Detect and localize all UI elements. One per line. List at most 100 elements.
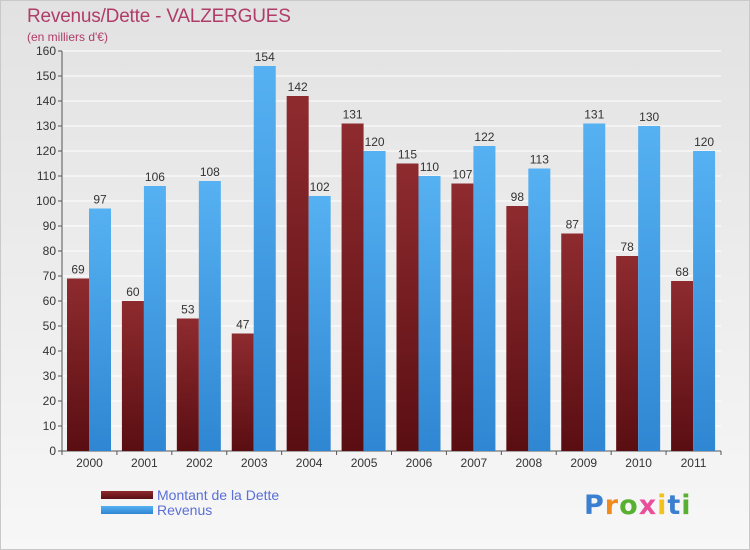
data-labels: 69 60 53 47 142 131 115 107 98 87 78 68 97 106 108 154 1… [71,50,714,332]
bar-dette [616,256,639,451]
data-label: 87 [566,218,580,232]
data-label: 130 [639,110,659,124]
x-tick-label: 2008 [515,456,542,470]
y-tick-label: 40 [43,344,57,358]
x-tick-label: 2005 [351,456,378,470]
x-tick-label: 2006 [406,456,433,470]
bar-revenus [693,151,716,451]
bar-revenus [198,181,221,451]
proxiti-logo: Proxiti [584,490,692,521]
bar-dette [671,281,694,451]
data-label: 68 [675,265,689,279]
y-tick-label: 10 [43,419,57,433]
y-tick-label: 90 [43,219,57,233]
data-label: 47 [236,318,250,332]
data-label: 102 [310,180,330,194]
y-tick-label: 100 [36,194,56,208]
bar-revenus [308,196,331,451]
y-tick-label: 150 [36,69,56,83]
y-tick-label: 0 [49,444,56,458]
y-tick-label: 80 [43,244,57,258]
y-tick-label: 20 [43,394,57,408]
grid-lines [62,50,721,427]
data-label: 107 [452,168,472,182]
bar-dette [231,333,254,451]
data-label: 78 [620,240,634,254]
data-label: 120 [365,135,385,149]
data-label: 122 [474,130,494,144]
bar-dette [506,206,529,451]
data-label: 60 [126,285,140,299]
y-tick-label: 120 [36,144,56,158]
x-tick-label: 2004 [296,456,323,470]
bar-revenus [583,123,606,451]
data-label: 108 [200,165,220,179]
axes: 0 10 20 30 40 50 60 70 80 90 100 110 120 130 140 150 160… [36,44,722,470]
legend-label-dette: Montant de la Dette [157,486,280,503]
bar-revenus [143,186,166,451]
y-tick-label: 60 [43,294,57,308]
bar-revenus [473,146,496,451]
y-tick-label: 110 [37,169,56,183]
x-tick-label: 2010 [625,456,652,470]
x-tick-label: 2007 [461,456,488,470]
bar-dette [67,278,89,451]
data-label: 120 [694,135,714,149]
legend: Montant de la Dette Revenus [101,486,280,518]
x-tick-label: 2002 [186,456,213,470]
bar-revenus [253,66,276,451]
data-label: 115 [398,148,417,162]
logo-letter: i [681,490,692,521]
logo-letter: t [667,490,682,521]
data-label: 69 [71,263,85,277]
data-label: 98 [511,190,525,204]
bar-revenus [528,168,551,451]
legend-swatch-dette [101,490,153,499]
x-tick-label: 2003 [241,456,268,470]
logo-letter: P [584,490,605,521]
data-label: 106 [145,170,165,184]
bar-dette [121,301,144,451]
logo-letter: r [604,490,620,521]
legend-item-dette: Montant de la Dette [101,486,280,503]
y-tick-label: 130 [36,119,56,133]
bar-revenus [363,151,386,451]
data-label: 131 [343,108,363,122]
data-label: 97 [93,193,107,207]
chart-subtitle: (en milliers d'€) [27,30,108,44]
bar-revenus [638,126,661,451]
bar-dette [286,96,309,451]
legend-label-revenus: Revenus [157,501,213,518]
data-label: 154 [255,50,275,64]
bar-revenus [89,208,111,451]
logo-letter: o [619,490,639,521]
bar-dette [451,183,474,451]
legend-item-revenus: Revenus [101,501,279,518]
x-tick-label: 2011 [681,456,707,470]
y-tick-label: 160 [36,44,56,58]
data-label: 131 [584,108,604,122]
y-tick-label: 70 [43,269,57,283]
x-tick-label: 2001 [131,456,158,470]
y-tick-label: 50 [43,319,57,333]
logo-letter: i [657,490,668,521]
bar-dette [561,233,584,451]
data-label: 142 [288,80,308,94]
data-label: 113 [530,153,549,167]
data-label: 53 [181,303,195,317]
bar-dette [176,318,199,451]
legend-swatch-revenus [101,505,153,514]
bar-revenus [418,176,441,451]
bar-dette [396,163,419,451]
bars [67,66,716,451]
x-tick-label: 2000 [76,456,103,470]
bar-dette [341,123,364,451]
y-tick-label: 140 [36,94,56,108]
logo-letter: x [638,490,658,521]
x-tick-label: 2009 [570,456,597,470]
data-label: 110 [420,160,439,174]
chart-title: Revenus/Dette - VALZERGUES [27,6,291,27]
y-tick-label: 30 [43,369,57,383]
